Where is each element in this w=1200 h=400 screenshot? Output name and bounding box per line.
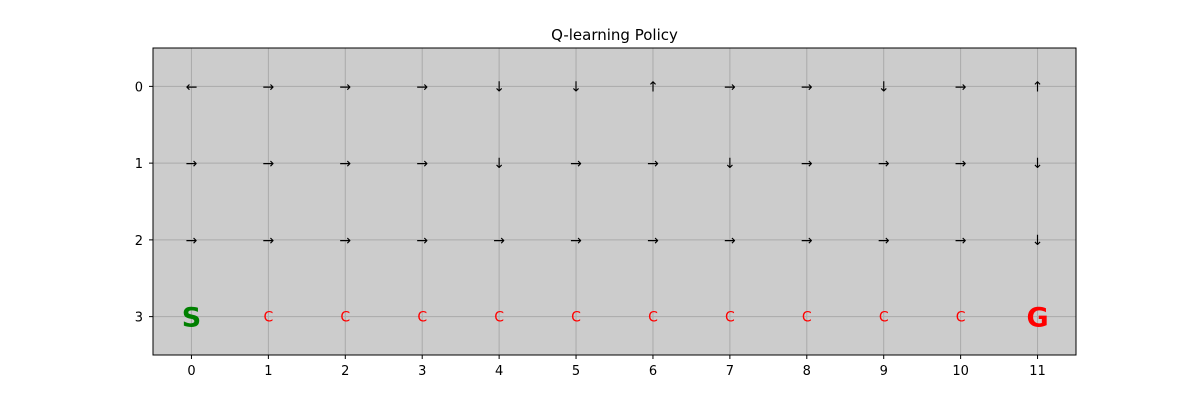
policy-arrow: → — [647, 233, 659, 249]
x-tick-label: 5 — [572, 364, 580, 379]
policy-arrow: → — [263, 233, 275, 249]
policy-arrow: ↑ — [647, 79, 659, 95]
cliff-marker: C — [571, 310, 581, 326]
x-axis: 0 1 2 3 4 5 6 7 8 9 10 11 — [187, 355, 1046, 379]
x-tick-label: 9 — [880, 364, 888, 379]
policy-arrow: → — [416, 79, 428, 95]
policy-arrow: → — [416, 233, 428, 249]
policy-arrow: → — [724, 233, 736, 249]
cliff-marker: C — [725, 310, 735, 326]
policy-arrow: → — [801, 79, 813, 95]
policy-arrow: ↓ — [493, 156, 505, 172]
policy-arrow: ↓ — [1032, 233, 1044, 249]
policy-arrow: ↑ — [1032, 79, 1044, 95]
plot-area — [153, 48, 1076, 355]
policy-arrow: → — [339, 79, 351, 95]
policy-arrow: → — [493, 233, 505, 249]
cliff-marker: C — [417, 310, 427, 326]
policy-arrow: → — [955, 156, 967, 172]
policy-arrow: ↓ — [570, 79, 582, 95]
grid-lines — [153, 48, 1076, 355]
y-tick-label: 0 — [135, 80, 143, 95]
y-tick-label: 2 — [135, 234, 143, 249]
cliff-marker: C — [956, 310, 966, 326]
policy-arrow: ↓ — [878, 79, 890, 95]
policy-arrow: → — [339, 156, 351, 172]
cliff-marker: C — [263, 310, 273, 326]
x-tick-label: 8 — [803, 364, 811, 379]
policy-arrow: → — [263, 79, 275, 95]
x-tick-label: 11 — [1029, 364, 1046, 379]
policy-arrow: → — [955, 79, 967, 95]
cliff-marker: C — [494, 310, 504, 326]
policy-arrow: → — [186, 233, 198, 249]
x-tick-label: 1 — [264, 364, 272, 379]
policy-arrow: → — [339, 233, 351, 249]
policy-arrow: → — [416, 156, 428, 172]
start-marker: S — [182, 303, 201, 334]
policy-arrow: → — [955, 233, 967, 249]
policy-arrow: ↓ — [493, 79, 505, 95]
policy-arrow: → — [647, 156, 659, 172]
y-axis: 0 1 2 3 — [135, 80, 153, 326]
cliff-marker: C — [879, 310, 889, 326]
chart-title: Q-learning Policy — [551, 26, 678, 44]
y-tick-label: 3 — [135, 311, 143, 326]
x-tick-label: 3 — [418, 364, 426, 379]
policy-cells: ← → → → ↓ ↓ ↑ → → ↓ → ↑ → → → → ↓ → → ↓ → → → ↓ → → → → → → → → → → → ↓ S C C C… — [182, 79, 1049, 333]
policy-arrow: ← — [186, 79, 198, 95]
policy-arrow: → — [801, 156, 813, 172]
policy-arrow: → — [186, 156, 198, 172]
x-tick-label: 2 — [341, 364, 349, 379]
policy-arrow: → — [878, 156, 890, 172]
cliff-marker: C — [648, 310, 658, 326]
x-tick-label: 0 — [187, 364, 195, 379]
y-tick-label: 1 — [135, 157, 143, 172]
policy-arrow: → — [263, 156, 275, 172]
x-tick-label: 6 — [649, 364, 657, 379]
goal-marker: G — [1026, 303, 1048, 334]
cliff-marker: C — [340, 310, 350, 326]
policy-arrow: ↓ — [724, 156, 736, 172]
x-tick-label: 10 — [952, 364, 969, 379]
policy-arrow: → — [878, 233, 890, 249]
x-tick-label: 7 — [726, 364, 734, 379]
policy-arrow: → — [570, 233, 582, 249]
cliff-marker: C — [802, 310, 812, 326]
policy-arrow: → — [801, 233, 813, 249]
x-tick-label: 4 — [495, 364, 503, 379]
policy-arrow: → — [570, 156, 582, 172]
policy-arrow: → — [724, 79, 736, 95]
policy-arrow: ↓ — [1032, 156, 1044, 172]
plot-frame — [152, 47, 1077, 356]
